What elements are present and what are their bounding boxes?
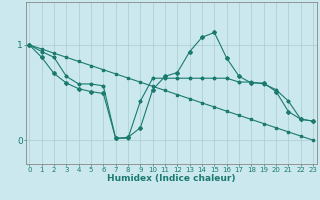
X-axis label: Humidex (Indice chaleur): Humidex (Indice chaleur): [107, 174, 236, 183]
